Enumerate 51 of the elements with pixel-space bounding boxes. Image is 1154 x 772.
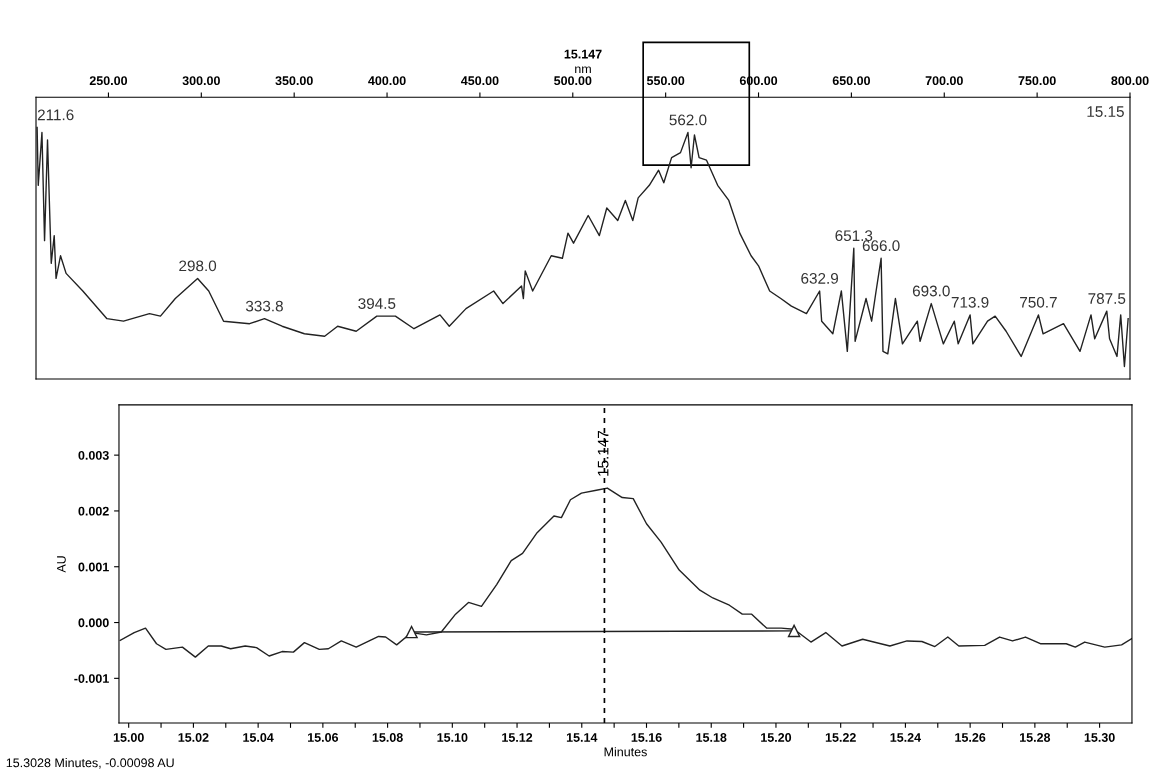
x-tick-label: 15.14	[566, 733, 598, 742]
y-tick-label: 0.000	[78, 618, 109, 628]
annotation: 333.8	[245, 300, 283, 312]
x-tick-label: 400.00	[368, 76, 406, 86]
annotation: 651.3	[835, 230, 873, 242]
x-tick-label: 750.00	[1018, 76, 1056, 86]
x-tick-label: 650.00	[832, 76, 870, 86]
x-tick-label: 15.22	[825, 733, 856, 742]
annotation: 787.5	[1088, 293, 1126, 304]
x-tick-label: 800.00	[1111, 76, 1149, 86]
text: 15.3028 Minutes, -0.00098 AU	[6, 758, 174, 769]
x-tick-label: 15.20	[761, 733, 792, 742]
ref-line-label: 15.147	[597, 430, 609, 476]
x-tick-label: 500.00	[554, 76, 592, 86]
y-tick-label: 0.003	[78, 450, 109, 460]
x-tick-label: 15.06	[308, 733, 339, 742]
annotation: 394.5	[358, 298, 396, 309]
annotation: 562.0	[669, 114, 707, 126]
y-tick-label: 0.001	[78, 562, 109, 572]
x-tick-label: 350.00	[275, 76, 313, 86]
x-tick-label: 15.04	[243, 733, 274, 742]
annotation: 666.0	[862, 240, 900, 252]
x-tick-label: 15.12	[502, 733, 533, 742]
annotation: 713.9	[951, 296, 989, 308]
x-axis-title: nm	[575, 66, 591, 74]
y-tick-label: -0.001	[74, 674, 109, 683]
x-tick-label: 550.00	[646, 76, 685, 86]
text: 15.15	[1087, 106, 1124, 117]
x-tick-label: 15.18	[696, 733, 727, 742]
x-tick-label: 15.28	[1020, 733, 1051, 742]
x-tick-label: 300.00	[182, 76, 220, 86]
annotation: 750.7	[1020, 296, 1057, 308]
x-tick-label: 15.00	[113, 733, 144, 742]
annotation: 693.0	[912, 285, 950, 297]
x-tick-label: 15.24	[890, 733, 921, 742]
annotation: 298.0	[179, 260, 217, 272]
x-tick-label: 15.30	[1084, 733, 1115, 742]
annotation: 632.9	[801, 272, 839, 284]
annotation: 211.6	[37, 109, 74, 121]
x-tick-label: 250.00	[89, 76, 128, 86]
chart-title: 15.147	[564, 49, 602, 59]
x-tick-label: 450.00	[460, 76, 499, 86]
x-tick-label: 15.10	[437, 733, 468, 742]
x-axis-title: Minutes	[604, 747, 647, 757]
x-tick-label: 15.02	[178, 733, 209, 742]
x-tick-label: 15.26	[955, 733, 986, 742]
x-tick-label: 15.08	[372, 733, 403, 742]
x-tick-label: 15.16	[631, 733, 662, 742]
y-tick-label: 0.002	[78, 506, 109, 516]
y-axis-title: AU	[57, 556, 66, 573]
x-tick-label: 700.00	[925, 76, 963, 86]
